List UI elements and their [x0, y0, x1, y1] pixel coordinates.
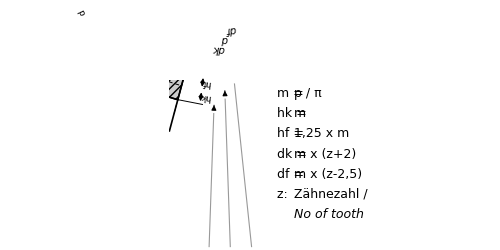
- Text: df =: df =: [277, 168, 304, 181]
- Polygon shape: [96, 25, 127, 55]
- Text: m: m: [294, 108, 306, 120]
- Text: d: d: [222, 34, 228, 44]
- Text: m =: m =: [277, 87, 303, 100]
- Text: 1,25 x m: 1,25 x m: [294, 128, 349, 140]
- Polygon shape: [64, 0, 186, 100]
- Text: dk: dk: [211, 43, 224, 54]
- Text: df: df: [225, 24, 236, 34]
- Polygon shape: [149, 62, 175, 93]
- Text: hf =: hf =: [277, 128, 304, 140]
- Text: m x (z+2): m x (z+2): [294, 148, 356, 160]
- Polygon shape: [120, 46, 150, 77]
- Text: dk =: dk =: [277, 148, 306, 160]
- Text: z:: z:: [277, 188, 303, 201]
- Text: m x (z-2,5): m x (z-2,5): [294, 168, 362, 181]
- Text: p: p: [76, 9, 86, 18]
- Text: p / π: p / π: [294, 87, 322, 100]
- Text: Zähnezahl /: Zähnezahl /: [294, 188, 368, 201]
- Text: hk: hk: [199, 92, 211, 102]
- Text: No of tooth: No of tooth: [294, 208, 364, 221]
- Text: hf: hf: [202, 78, 212, 88]
- Polygon shape: [78, 1, 109, 29]
- Text: hk =: hk =: [277, 108, 306, 120]
